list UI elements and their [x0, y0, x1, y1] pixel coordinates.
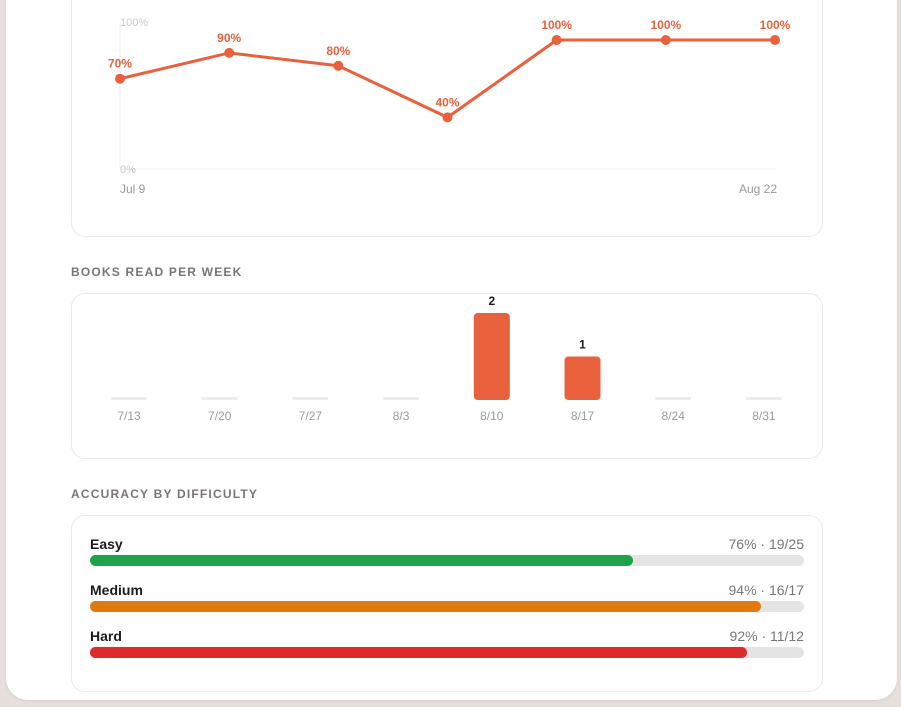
books-per-week-chart: 7/13 7/20 7/27 8/3 2 8/10 1 8/17 8/24 8/31 [111, 294, 782, 423]
data-label: 100% [760, 18, 791, 32]
books-per-week-card: 7/13 7/20 7/27 8/3 2 8/10 1 8/17 8/24 8/31 [71, 293, 823, 459]
data-label: 100% [650, 18, 681, 32]
bar-category-label: 7/27 [299, 409, 323, 423]
difficulty-row-medium: Medium 94% · 16/17 [90, 582, 804, 618]
books-per-week-title: BOOKS READ PER WEEK [71, 265, 243, 279]
bar [473, 313, 510, 400]
bar-category-label: 8/3 [393, 409, 410, 423]
difficulty-stats: 92% · 11/12 [729, 628, 804, 644]
bar-category-label: 7/13 [117, 409, 141, 423]
bar [201, 397, 238, 400]
progress-track [90, 647, 804, 658]
bar [655, 397, 692, 400]
bar [564, 356, 601, 400]
data-point [442, 112, 453, 123]
bar-category-label: 8/24 [662, 409, 686, 423]
data-label: 90% [217, 31, 241, 45]
difficulty-name: Medium [90, 582, 143, 598]
progress-track [90, 601, 804, 612]
data-label: 80% [326, 44, 350, 58]
accuracy-trend-card: 100% 0% Jul 9 Aug 22 70% 90% 80% 40% 100% 100… [71, 0, 823, 237]
bar [292, 397, 329, 400]
bar [111, 397, 147, 400]
y-max-label: 100% [120, 17, 148, 29]
bar-category-label: 8/10 [480, 409, 504, 423]
data-point [660, 35, 671, 45]
data-point [115, 73, 125, 84]
x-end-label: Aug 22 [739, 182, 777, 196]
difficulty-stats: 76% · 19/25 [728, 536, 805, 552]
progress-fill [90, 647, 747, 658]
progress-fill [90, 555, 633, 566]
bar-value-label: 2 [488, 294, 495, 308]
progress-fill [90, 601, 762, 612]
bar [745, 397, 782, 400]
data-point [770, 35, 780, 45]
bar-value-label: 1 [579, 338, 586, 352]
y-min-label: 0% [120, 164, 136, 176]
bar-category-label: 7/20 [208, 409, 232, 423]
x-start-label: Jul 9 [120, 182, 146, 196]
difficulty-row-hard: Hard 92% · 11/12 [90, 628, 804, 664]
bar-category-label: 8/17 [571, 409, 595, 423]
data-point [333, 60, 344, 71]
difficulty-row-easy: Easy 76% · 19/25 [90, 536, 804, 572]
bar-category-label: 8/31 [752, 409, 776, 423]
difficulty-name: Easy [90, 536, 123, 552]
data-label: 70% [108, 57, 132, 71]
accuracy-trend-chart: 100% 0% Jul 9 Aug 22 70% 90% 80% 40% 100% 100… [108, 17, 791, 196]
difficulty-stats: 94% · 16/17 [728, 582, 805, 598]
data-point [224, 47, 235, 58]
accuracy-by-difficulty-title: ACCURACY BY DIFFICULTY [71, 487, 259, 501]
bar-series: 7/13 7/20 7/27 8/3 2 8/10 1 8/17 8/24 8/31 [111, 294, 782, 423]
line-series: 70% 90% 80% 40% 100% 100% 100% [108, 18, 791, 123]
bar [383, 397, 420, 400]
data-label: 100% [541, 18, 572, 32]
difficulty-name: Hard [90, 628, 122, 644]
data-point [551, 35, 562, 45]
accuracy-by-difficulty-card: Easy 76% · 19/25 Medium 94% · 16/17 Hard… [71, 515, 823, 692]
data-label: 40% [435, 95, 459, 109]
progress-track [90, 555, 804, 566]
